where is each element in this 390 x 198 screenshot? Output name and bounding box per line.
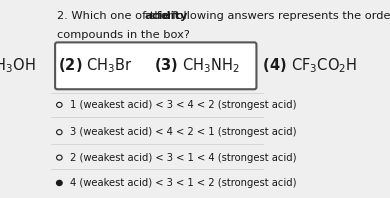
Text: compounds in the box?: compounds in the box? xyxy=(57,30,190,40)
Circle shape xyxy=(57,180,62,186)
Text: acidity: acidity xyxy=(145,11,188,21)
Text: for: for xyxy=(153,11,172,21)
Text: 2. Which one of the following answers represents the order of increasing: 2. Which one of the following answers re… xyxy=(57,11,390,21)
Text: $\bf{(1)}$ $\rm{CH_3OH}$     $\bf{(2)}$ $\rm{CH_3Br}$     $\bf{(3)}$ $\rm{CH_3NH: $\bf{(1)}$ $\rm{CH_3OH}$ $\bf{(2)}$ $\rm… xyxy=(0,56,357,75)
Text: 1 (weakest acid) < 3 < 4 < 2 (strongest acid): 1 (weakest acid) < 3 < 4 < 2 (strongest … xyxy=(70,100,296,110)
FancyBboxPatch shape xyxy=(55,42,257,89)
Text: 4 (weakest acid) < 3 < 1 < 2 (strongest acid): 4 (weakest acid) < 3 < 1 < 2 (strongest … xyxy=(70,178,296,188)
Text: 3 (weakest acid) < 4 < 2 < 1 (strongest acid): 3 (weakest acid) < 4 < 2 < 1 (strongest … xyxy=(70,127,296,137)
Text: 2 (weakest acid) < 3 < 1 < 4 (strongest acid): 2 (weakest acid) < 3 < 1 < 4 (strongest … xyxy=(70,153,296,163)
